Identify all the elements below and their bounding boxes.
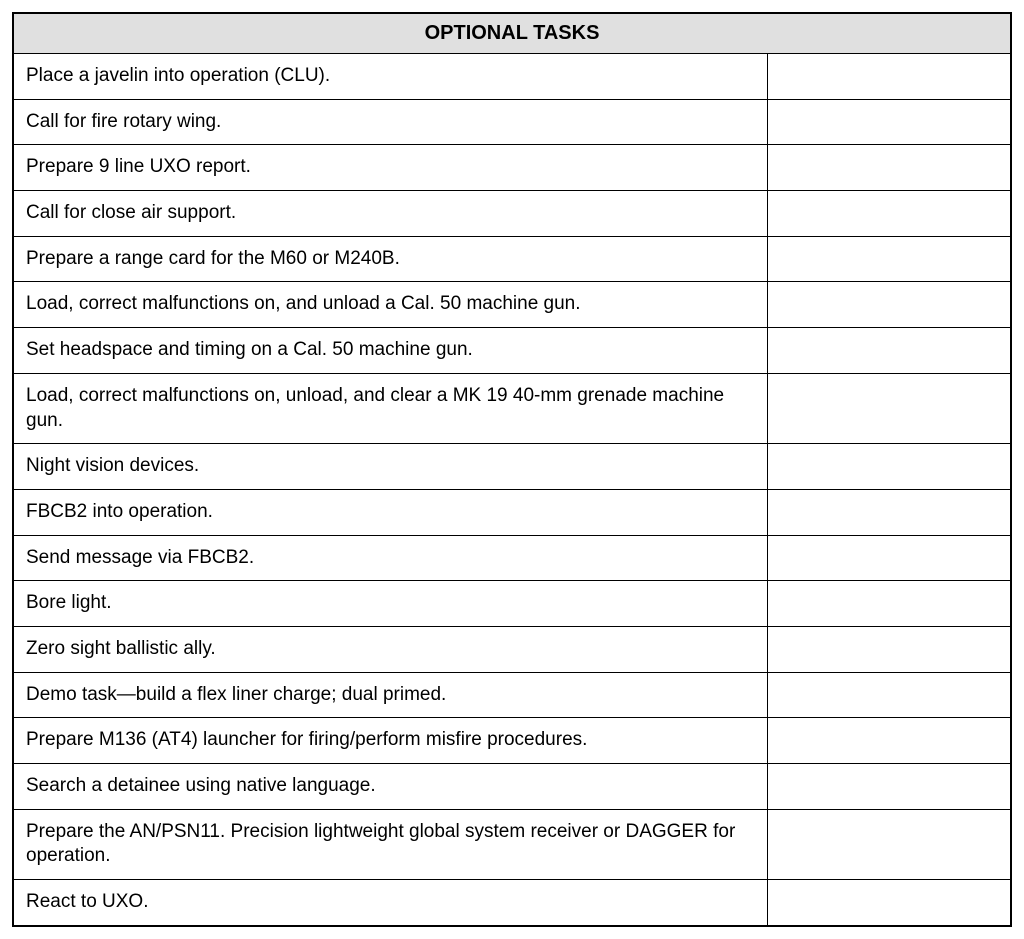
blank-cell	[768, 282, 1011, 328]
table-row: Load, correct malfunctions on, and unloa…	[13, 282, 1011, 328]
table-row: Call for fire rotary wing.	[13, 99, 1011, 145]
table-row: Load, correct malfunctions on, unload, a…	[13, 373, 1011, 443]
blank-cell	[768, 145, 1011, 191]
table-row: Call for close air support.	[13, 191, 1011, 237]
table-row: Prepare a range card for the M60 or M240…	[13, 236, 1011, 282]
table-row: Demo task—build a flex liner charge; dua…	[13, 672, 1011, 718]
table-row: Send message via FBCB2.	[13, 535, 1011, 581]
blank-cell	[768, 328, 1011, 374]
task-cell: React to UXO.	[13, 880, 768, 926]
table-row: Bore light.	[13, 581, 1011, 627]
table-row: Night vision devices.	[13, 444, 1011, 490]
blank-cell	[768, 880, 1011, 926]
task-cell: Bore light.	[13, 581, 768, 627]
table-row: Prepare the AN/PSN11. Precision lightwei…	[13, 809, 1011, 879]
table-row: Search a detainee using native language.	[13, 764, 1011, 810]
table-row: Prepare M136 (AT4) launcher for firing/p…	[13, 718, 1011, 764]
task-cell: Demo task—build a flex liner charge; dua…	[13, 672, 768, 718]
table-row: Prepare 9 line UXO report.	[13, 145, 1011, 191]
task-cell: Send message via FBCB2.	[13, 535, 768, 581]
blank-cell	[768, 236, 1011, 282]
table-row: React to UXO.	[13, 880, 1011, 926]
table-row: Zero sight ballistic ally.	[13, 626, 1011, 672]
blank-cell	[768, 489, 1011, 535]
task-cell: Search a detainee using native language.	[13, 764, 768, 810]
blank-cell	[768, 444, 1011, 490]
task-cell: Prepare a range card for the M60 or M240…	[13, 236, 768, 282]
task-cell: Prepare the AN/PSN11. Precision lightwei…	[13, 809, 768, 879]
task-cell: Load, correct malfunctions on, unload, a…	[13, 373, 768, 443]
blank-cell	[768, 764, 1011, 810]
blank-cell	[768, 809, 1011, 879]
task-cell: Prepare M136 (AT4) launcher for firing/p…	[13, 718, 768, 764]
task-cell: Zero sight ballistic ally.	[13, 626, 768, 672]
table-header: OPTIONAL TASKS	[13, 13, 1011, 54]
task-cell: FBCB2 into operation.	[13, 489, 768, 535]
task-cell: Prepare 9 line UXO report.	[13, 145, 768, 191]
task-cell: Night vision devices.	[13, 444, 768, 490]
table-row: Set headspace and timing on a Cal. 50 ma…	[13, 328, 1011, 374]
table-header-row: OPTIONAL TASKS	[13, 13, 1011, 54]
task-cell: Call for fire rotary wing.	[13, 99, 768, 145]
table-row: FBCB2 into operation.	[13, 489, 1011, 535]
blank-cell	[768, 718, 1011, 764]
task-cell: Call for close air support.	[13, 191, 768, 237]
blank-cell	[768, 672, 1011, 718]
blank-cell	[768, 54, 1011, 100]
blank-cell	[768, 626, 1011, 672]
blank-cell	[768, 373, 1011, 443]
table-body: Place a javelin into operation (CLU). Ca…	[13, 54, 1011, 926]
blank-cell	[768, 191, 1011, 237]
optional-tasks-table: OPTIONAL TASKS Place a javelin into oper…	[12, 12, 1012, 927]
table-row: Place a javelin into operation (CLU).	[13, 54, 1011, 100]
task-cell: Place a javelin into operation (CLU).	[13, 54, 768, 100]
blank-cell	[768, 99, 1011, 145]
blank-cell	[768, 535, 1011, 581]
task-cell: Load, correct malfunctions on, and unloa…	[13, 282, 768, 328]
task-cell: Set headspace and timing on a Cal. 50 ma…	[13, 328, 768, 374]
blank-cell	[768, 581, 1011, 627]
